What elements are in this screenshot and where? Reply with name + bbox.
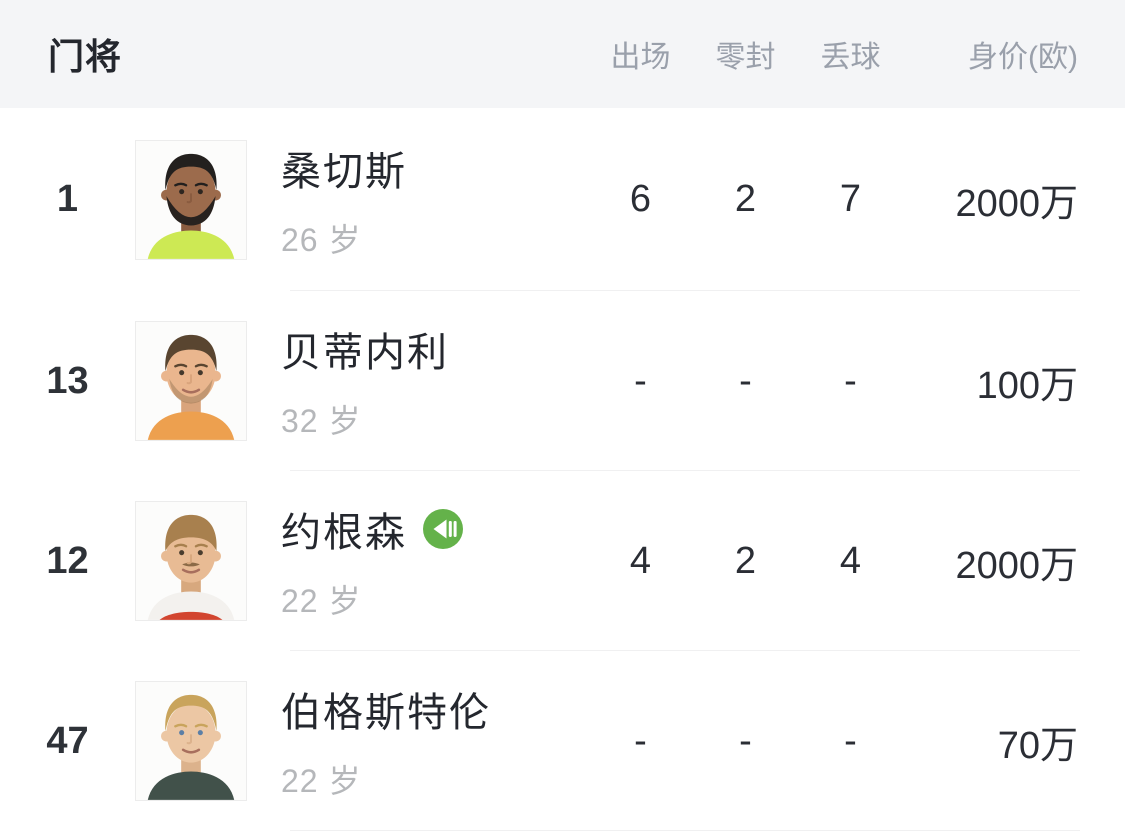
- column-headers: 出场 零封 丢球 身价(欧): [588, 32, 1125, 76]
- table-row[interactable]: 1 桑切斯 26 岁 6 2 7 2000万: [0, 108, 1125, 291]
- player-name: 约根森: [281, 511, 407, 555]
- shirt-number: 1: [56, 178, 79, 220]
- player-name: 伯格斯特伦: [281, 691, 491, 735]
- stat-goals-conceded: -: [844, 719, 857, 762]
- stat-appearances: 6: [629, 178, 652, 220]
- stat-clean-sheets: 2: [734, 178, 757, 220]
- player-photo: [135, 321, 247, 441]
- stat-goals-conceded: -: [844, 359, 857, 402]
- player-name: 贝蒂内利: [281, 331, 449, 375]
- player-age: 22 岁: [281, 763, 362, 799]
- table-row[interactable]: 13 贝蒂内利 32 岁 - - - 100万: [0, 291, 1125, 471]
- shirt-number: 12: [46, 539, 89, 582]
- column-header-goals-conceded: 丢球: [820, 41, 881, 74]
- stat-clean-sheets: -: [739, 719, 752, 762]
- shirt-number: 47: [46, 719, 89, 762]
- column-header-market-value: 身价(欧): [968, 41, 1078, 74]
- market-value: 2000万: [955, 183, 1078, 225]
- column-header-appearances: 出场: [610, 41, 671, 74]
- table-row[interactable]: 47 伯格斯特伦 22 岁 - - - 70万: [0, 651, 1125, 831]
- stat-goals-conceded: 4: [839, 539, 862, 582]
- stat-goals-conceded: 7: [839, 178, 862, 220]
- stat-appearances: -: [634, 359, 647, 402]
- stat-clean-sheets: -: [739, 359, 752, 402]
- player-age: 32 岁: [281, 403, 362, 439]
- shirt-number: 13: [46, 359, 89, 402]
- table-row[interactable]: 12 约根森 22 岁 4 2 4 2000万: [0, 471, 1125, 651]
- player-age: 26 岁: [281, 221, 362, 258]
- player-photo: [135, 501, 247, 621]
- player-name: 桑切斯: [281, 149, 407, 194]
- column-header-clean-sheets: 零封: [715, 41, 776, 74]
- section-title: 门将: [48, 36, 123, 77]
- player-photo: [135, 139, 247, 260]
- stat-appearances: -: [634, 719, 647, 762]
- player-photo: [135, 681, 247, 801]
- stat-appearances: 4: [629, 539, 652, 582]
- loan-in-icon: [423, 509, 463, 549]
- section-header: 门将 出场 零封 丢球 身价(欧): [0, 0, 1125, 108]
- stat-clean-sheets: 2: [734, 539, 757, 582]
- market-value: 2000万: [955, 544, 1078, 587]
- player-age: 22 岁: [281, 583, 362, 619]
- market-value: 70万: [997, 724, 1078, 767]
- market-value: 100万: [976, 364, 1078, 407]
